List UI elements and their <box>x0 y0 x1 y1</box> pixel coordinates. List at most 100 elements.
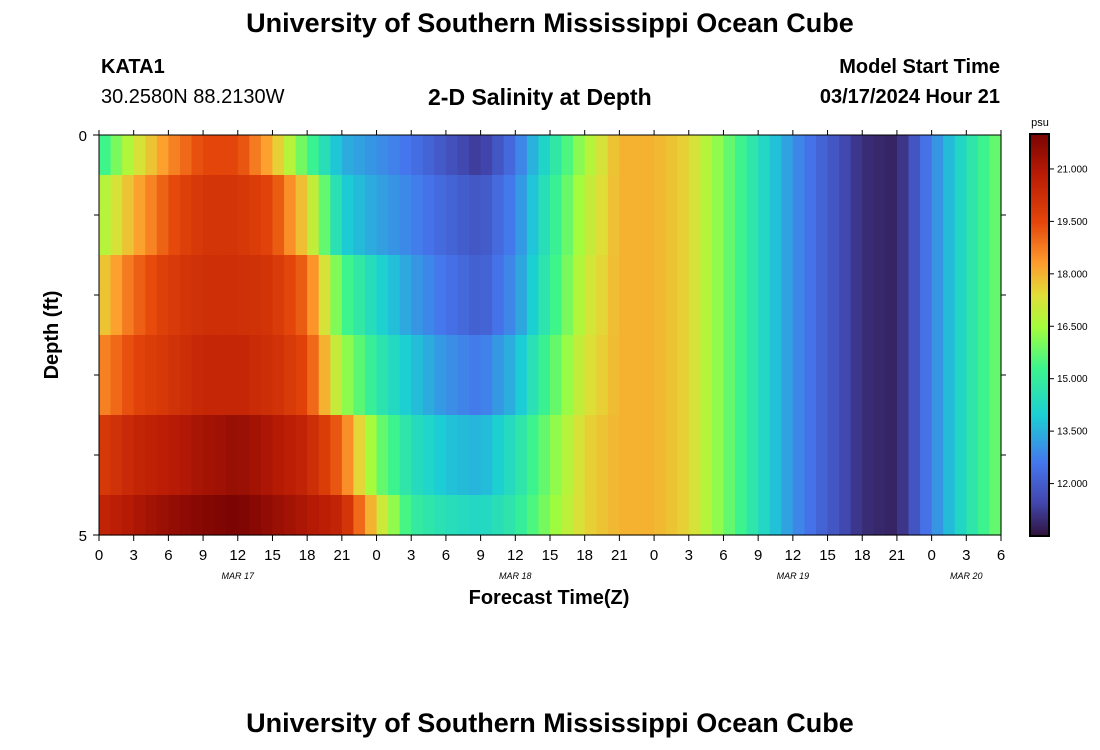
heatmap-cell <box>619 495 632 536</box>
heatmap-cell <box>573 415 586 496</box>
heatmap-cell <box>122 495 135 536</box>
heatmap-cell <box>873 255 886 336</box>
heatmap-cell <box>341 495 355 536</box>
heatmap-cell <box>804 255 817 336</box>
heatmap-cell <box>839 335 852 416</box>
x-tick-label: 12 <box>785 547 802 564</box>
heatmap-cell <box>307 175 320 256</box>
x-date-label: MAR 20 <box>950 571 983 581</box>
heatmap-cell <box>654 495 667 536</box>
x-date-label: MAR 19 <box>777 571 810 581</box>
heatmap-cell <box>469 495 482 536</box>
heatmap-cell <box>746 255 759 336</box>
heatmap-cell <box>179 495 193 536</box>
heatmap-cell <box>873 335 886 416</box>
y-axis-label: Depth (ft) <box>41 291 63 380</box>
heatmap-cell <box>550 335 563 416</box>
heatmap-cell <box>815 415 829 496</box>
heatmap-cell <box>445 135 459 176</box>
heatmap-cell <box>330 495 343 536</box>
heatmap-cell <box>249 495 262 536</box>
colorbar-tick-label: 19.500 <box>1057 217 1088 228</box>
heatmap-cell <box>214 495 227 536</box>
heatmap-cell <box>746 175 759 256</box>
heatmap-cell <box>422 175 435 256</box>
heatmap-cell <box>677 135 690 176</box>
heatmap-cell <box>931 135 944 176</box>
heatmap-cell <box>318 415 331 496</box>
heatmap-cell <box>839 415 852 496</box>
heatmap-cell <box>284 175 297 256</box>
heatmap-cell <box>330 255 343 336</box>
heatmap-cell <box>792 495 806 536</box>
heatmap-cell <box>515 335 528 416</box>
heatmap-cell <box>179 175 193 256</box>
heatmap-cell <box>122 415 135 496</box>
y-tick-label: 5 <box>79 528 87 545</box>
heatmap-cell <box>862 415 875 496</box>
heatmap-cell <box>862 175 875 256</box>
heatmap-cell <box>862 495 875 536</box>
heatmap-cell <box>596 135 609 176</box>
heatmap-cell <box>99 175 112 256</box>
heatmap-cell <box>168 415 181 496</box>
station-id: KATA1 <box>101 56 165 78</box>
colorbar-unit-label: psu <box>1031 117 1049 129</box>
heatmap-cell <box>179 255 193 336</box>
heatmap-cell <box>688 495 701 536</box>
heatmap-cell <box>191 135 204 176</box>
heatmap-cell <box>654 255 667 336</box>
heatmap-cell <box>515 415 528 496</box>
heatmap-cell <box>943 135 956 176</box>
heatmap-cell <box>503 175 516 256</box>
heatmap-cell <box>746 415 759 496</box>
heatmap-cell <box>203 335 216 416</box>
x-tick-label: 6 <box>164 547 172 564</box>
heatmap-cell <box>503 495 516 536</box>
heatmap-cell <box>156 175 169 256</box>
heatmap-cell <box>700 415 713 496</box>
heatmap-cell <box>214 335 227 416</box>
heatmap-cell <box>422 335 435 416</box>
heatmap-cell <box>873 495 886 536</box>
heatmap-cell <box>943 495 956 536</box>
heatmap-cell <box>896 415 910 496</box>
heatmap-cell <box>781 175 794 256</box>
heatmap-cell <box>630 335 644 416</box>
heatmap-cell <box>526 495 540 536</box>
heatmap-cell <box>735 415 748 496</box>
heatmap-cell <box>526 135 540 176</box>
heatmap-cell <box>827 415 840 496</box>
heatmap-cell <box>272 175 285 256</box>
colorbar-tick-label: 13.500 <box>1057 427 1088 438</box>
heatmap-cell <box>214 255 227 336</box>
heatmap-cell <box>191 415 204 496</box>
heatmap-cell <box>989 335 1002 416</box>
heatmap-cell <box>920 255 933 336</box>
heatmap-cell <box>168 255 181 336</box>
heatmap-cell <box>203 255 216 336</box>
heatmap-cell <box>434 495 447 536</box>
heatmap-cell <box>318 335 331 416</box>
heatmap-cell <box>943 335 956 416</box>
heatmap-cell <box>515 255 528 336</box>
heatmap-cell <box>122 135 135 176</box>
heatmap-cell <box>954 415 967 496</box>
heatmap-cell <box>307 415 320 496</box>
heatmap-cell <box>445 415 459 496</box>
heatmap-cell <box>133 495 146 536</box>
heatmap-cell <box>156 135 169 176</box>
heatmap-cell <box>885 135 898 176</box>
heatmap-cell <box>191 335 204 416</box>
heatmap-cell <box>989 135 1002 176</box>
heatmap-cell <box>804 335 817 416</box>
heatmap-cell <box>665 335 678 416</box>
heatmap-cell <box>688 135 701 176</box>
heatmap-cell <box>492 175 505 256</box>
heatmap-cell <box>862 255 875 336</box>
heatmap-cell <box>584 135 597 176</box>
x-tick-label: 0 <box>95 547 103 564</box>
heatmap-cell <box>943 255 956 336</box>
heatmap-cell <box>260 255 274 336</box>
heatmap-cell <box>850 135 863 176</box>
